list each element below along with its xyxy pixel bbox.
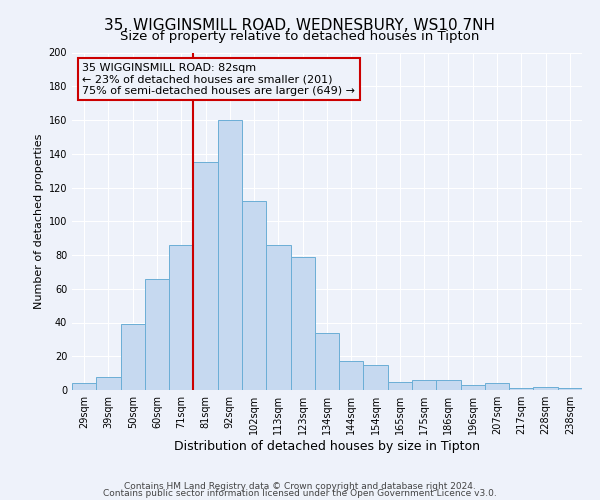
Bar	[388, 382, 412, 390]
Text: 35, WIGGINSMILL ROAD, WEDNESBURY, WS10 7NH: 35, WIGGINSMILL ROAD, WEDNESBURY, WS10 7…	[104, 18, 496, 32]
Text: 35 WIGGINSMILL ROAD: 82sqm
← 23% of detached houses are smaller (201)
75% of sem: 35 WIGGINSMILL ROAD: 82sqm ← 23% of deta…	[82, 62, 355, 96]
Bar	[412, 380, 436, 390]
Y-axis label: Number of detached properties: Number of detached properties	[34, 134, 44, 309]
Bar	[266, 245, 290, 390]
Bar	[290, 256, 315, 390]
Bar	[509, 388, 533, 390]
Bar	[339, 362, 364, 390]
Bar	[169, 245, 193, 390]
Bar	[461, 385, 485, 390]
Text: Contains HM Land Registry data © Crown copyright and database right 2024.: Contains HM Land Registry data © Crown c…	[124, 482, 476, 491]
Bar	[485, 383, 509, 390]
Bar	[96, 376, 121, 390]
Bar	[533, 386, 558, 390]
Bar	[242, 201, 266, 390]
Bar	[218, 120, 242, 390]
Bar	[436, 380, 461, 390]
X-axis label: Distribution of detached houses by size in Tipton: Distribution of detached houses by size …	[174, 440, 480, 453]
Bar	[364, 364, 388, 390]
Bar	[193, 162, 218, 390]
Bar	[72, 383, 96, 390]
Text: Size of property relative to detached houses in Tipton: Size of property relative to detached ho…	[121, 30, 479, 43]
Text: Contains public sector information licensed under the Open Government Licence v3: Contains public sector information licen…	[103, 489, 497, 498]
Bar	[558, 388, 582, 390]
Bar	[121, 324, 145, 390]
Bar	[145, 278, 169, 390]
Bar	[315, 332, 339, 390]
